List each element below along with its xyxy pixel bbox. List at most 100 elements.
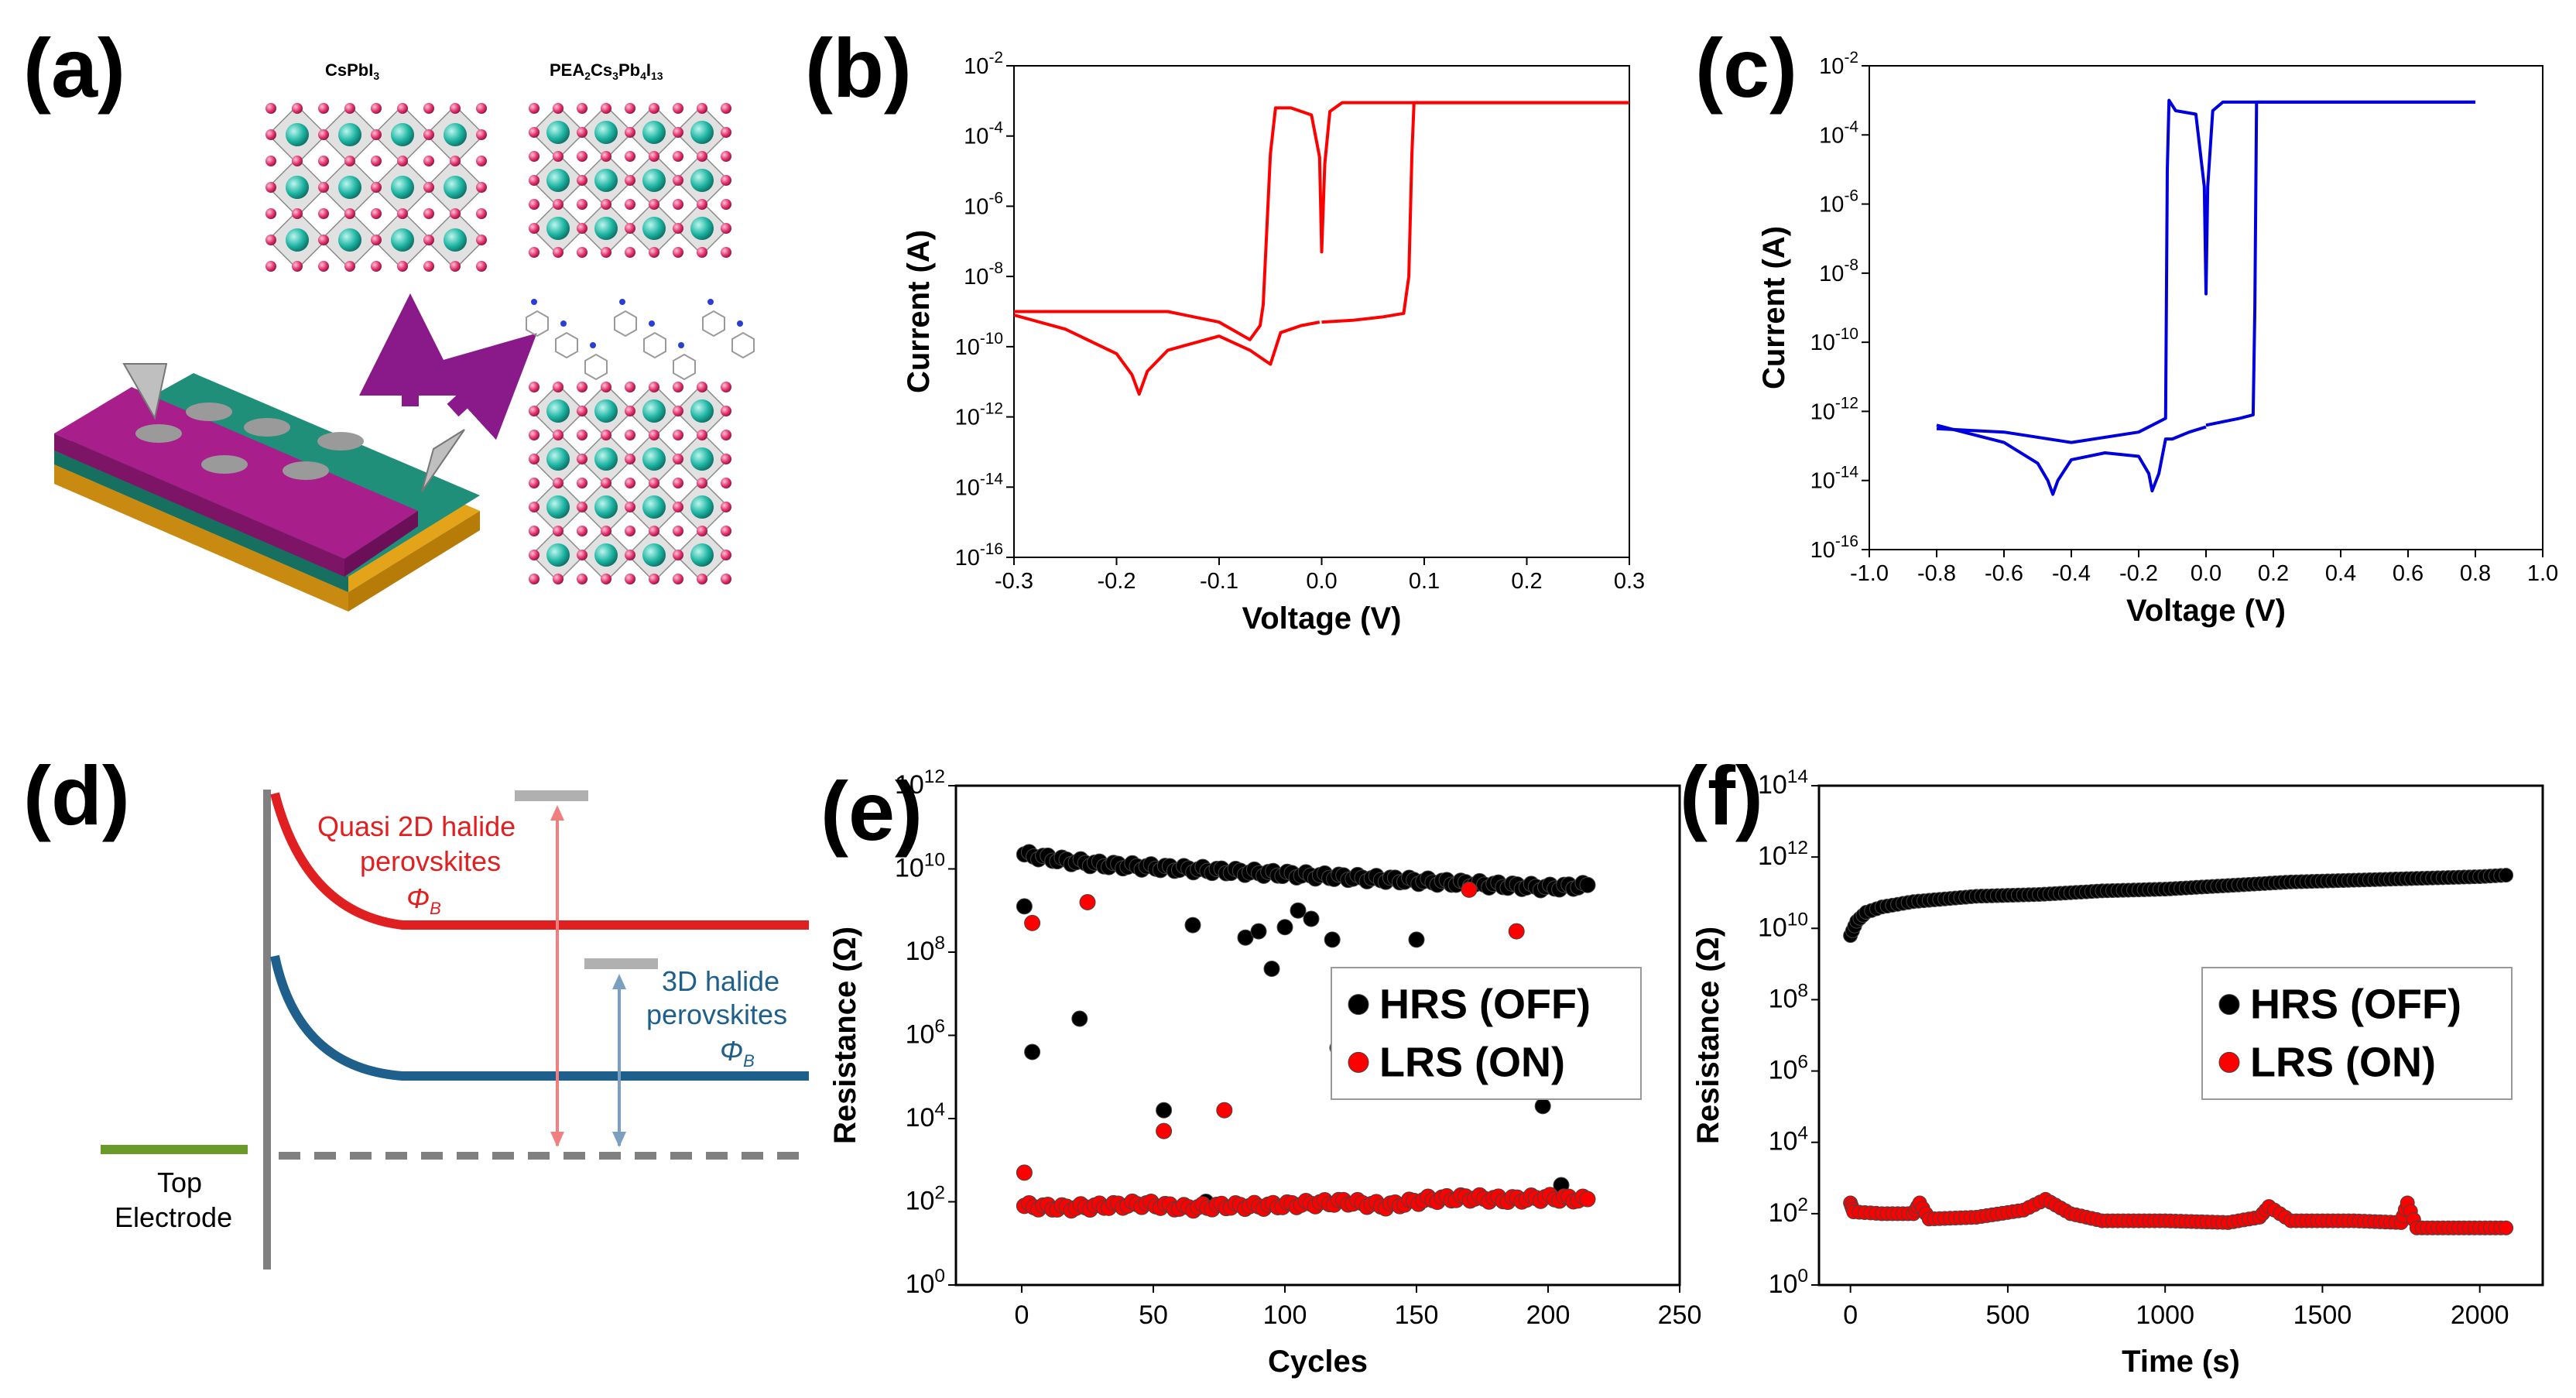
iodide-atom [721, 574, 731, 584]
y-tick-label-exp: 2 [1797, 1194, 1808, 1215]
iodide-atom [265, 235, 276, 245]
electrode-pad [283, 461, 329, 480]
organic-spacer [731, 331, 755, 359]
iodide-atom [697, 199, 707, 210]
y-tick-label: 10-10 [955, 330, 1003, 360]
arrowhead [612, 974, 626, 989]
iodide-atom [265, 156, 276, 166]
iodide-atom [673, 151, 683, 162]
cesium-atom [642, 399, 666, 423]
y-tick-label-exp: -14 [1835, 464, 1858, 481]
x-tick-label: 0.2 [2258, 561, 2289, 586]
y-tick-label-base: 10 [1758, 841, 1787, 871]
panel-label-f: (f) [1680, 749, 1763, 842]
iodide-atom [553, 199, 564, 210]
cesium-atom [444, 176, 467, 199]
y-tick-label-base: 10 [955, 546, 980, 571]
x-tick-label: 0.3 [1614, 569, 1645, 594]
iodide-atom [577, 103, 587, 114]
x-tick-label: 0.1 [1409, 569, 1440, 594]
iodide-atom [344, 261, 355, 272]
iv-series-return [1936, 98, 2475, 444]
iodide-atom [601, 382, 611, 392]
x-tick-label: 0 [1843, 1300, 1858, 1330]
iodide-atom [649, 430, 659, 440]
y-tick-label-exp: 0 [1797, 1266, 1808, 1287]
iodide-atom [553, 526, 564, 536]
iodide-atom [529, 406, 540, 416]
y-tick-label: 102 [906, 1183, 945, 1216]
iodide-atom [625, 574, 635, 584]
data-point [1508, 923, 1525, 940]
data-point [1071, 1010, 1088, 1027]
data-point [1408, 931, 1425, 948]
iodide-atom [553, 151, 564, 162]
y-tick-label: 108 [906, 933, 945, 966]
electrode-pad [186, 403, 232, 421]
x-axis-title: Time (s) [2122, 1345, 2240, 1379]
quasi2d-label-line1: Quasi 2D halide [317, 810, 516, 842]
y-tick-label: 1010 [895, 850, 945, 883]
cesium-atom [642, 121, 666, 144]
y-tick-label-base: 10 [1769, 1056, 1798, 1085]
y-tick-label-base: 10 [906, 1103, 935, 1132]
iodide-atom [265, 208, 276, 219]
y-tick-label-exp: 12 [924, 766, 945, 787]
iodide-atom [649, 199, 659, 210]
cesium-atom [546, 543, 570, 567]
data-point [1237, 929, 1254, 946]
iodide-atom [721, 550, 731, 560]
x-tick-label: 0.0 [2191, 561, 2221, 586]
y-tick-label: 106 [906, 1016, 945, 1050]
plot-frame [1817, 784, 2544, 1287]
series-lrs-on- [1843, 1191, 2514, 1235]
iodide-atom [344, 156, 355, 166]
y-tick-label: 100 [1769, 1266, 1808, 1299]
iodide-atom [577, 502, 587, 512]
iodide-atom [625, 127, 635, 138]
x-tick-label: -0.6 [1985, 561, 2023, 586]
data-point [1324, 931, 1341, 948]
iodide-atom [553, 478, 564, 488]
y-tick-label: 10-6 [1819, 187, 1858, 218]
iodide-atom [265, 261, 276, 272]
iodide-atom [529, 574, 540, 584]
iodide-atom [529, 199, 540, 210]
organic-spacer [614, 310, 637, 338]
iodide-atom [673, 247, 683, 258]
iodide-atom [371, 182, 382, 193]
y-axis-title: Resistance (Ω) [828, 927, 862, 1144]
cesium-atom [546, 399, 570, 423]
quasi2d-band [270, 792, 809, 930]
iodide-atom [721, 223, 731, 234]
iodide-atom [721, 478, 731, 488]
iodide-atom [577, 478, 587, 488]
iodide-atom [625, 199, 635, 210]
panel-label-e: (e) [820, 764, 923, 858]
iodide-atom [697, 382, 707, 392]
x-tick-label: 150 [1395, 1300, 1439, 1330]
y-tick-label-exp: -4 [1844, 118, 1858, 135]
y-tick-label-base: 10 [906, 1270, 935, 1299]
iodide-atom [476, 129, 487, 140]
x-tick-label: 50 [1139, 1300, 1168, 1330]
chart-e-endurance: 0 50 100 150 200 25010010210410610810101012Cy… [828, 766, 1701, 1379]
nitrogen-atom [737, 320, 743, 327]
cesium-atom [690, 399, 714, 423]
data-point [1184, 917, 1201, 934]
iodide-atom [318, 182, 329, 193]
x-axis-title: Cycles [1268, 1345, 1368, 1379]
y-tick-label-exp: -10 [1835, 325, 1858, 343]
iodide-atom [721, 151, 731, 162]
iodide-atom [625, 175, 635, 186]
iodide-atom [601, 430, 611, 440]
iodide-atom [476, 156, 487, 166]
data-point [1250, 923, 1267, 940]
iodide-atom [673, 175, 683, 186]
iodide-atom [649, 247, 659, 258]
iodide-atom [529, 526, 540, 536]
x-axis-title: Voltage (V) [1242, 601, 1402, 636]
cesium-atom [286, 123, 309, 146]
iodide-atom [625, 223, 635, 234]
iodide-atom [625, 382, 635, 392]
